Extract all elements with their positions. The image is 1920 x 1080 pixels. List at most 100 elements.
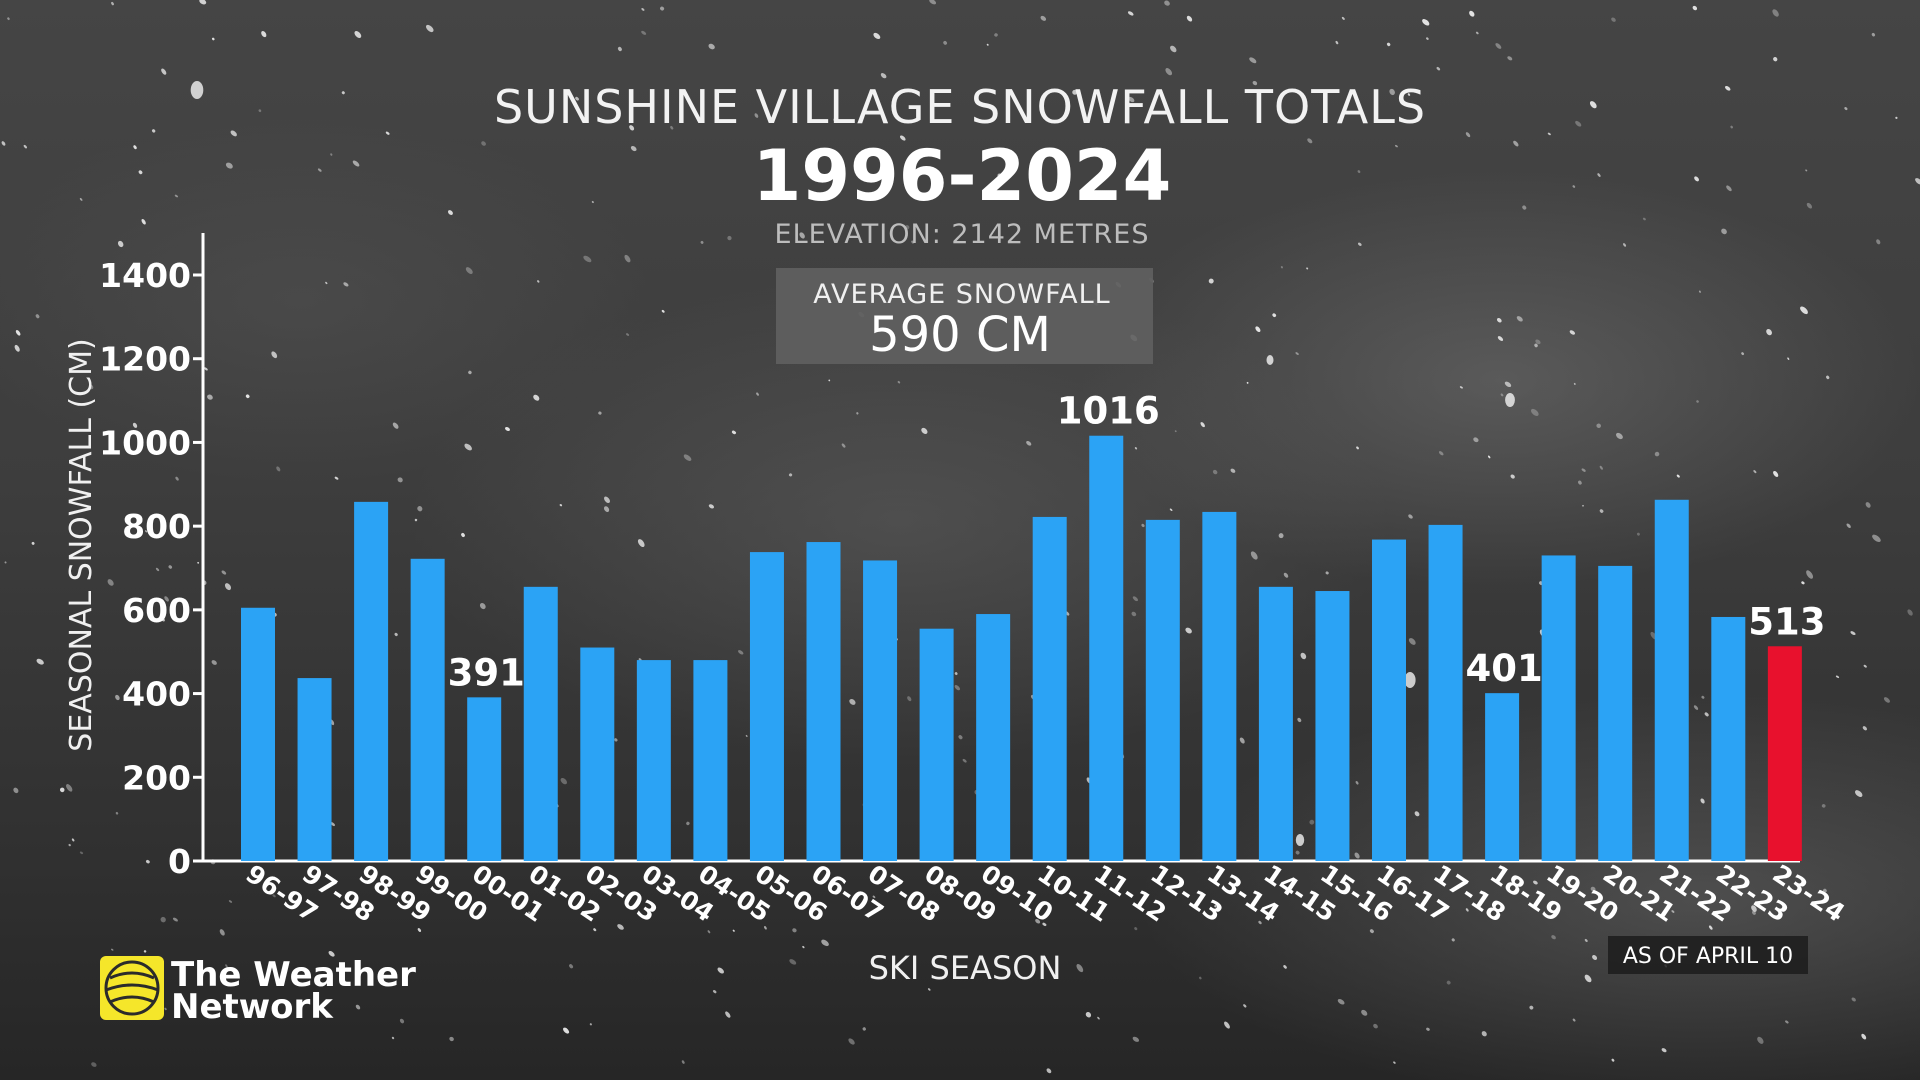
snowflake	[465, 267, 473, 274]
snowflake	[1724, 86, 1731, 91]
snowflake	[1358, 242, 1362, 246]
elevation-note: ELEVATION: 2142 METRES	[775, 219, 1150, 250]
as-of-note-text: AS OF APRIL 10	[1623, 944, 1793, 969]
snowflake	[1426, 1027, 1430, 1031]
snowflake	[732, 929, 735, 932]
snowflake	[1773, 57, 1778, 62]
snowflake	[199, 0, 207, 5]
snowflake	[1692, 5, 1698, 11]
bar-98-99	[354, 501, 389, 861]
bar-12-13	[1145, 519, 1180, 861]
snowflake	[943, 40, 947, 45]
snowflake	[603, 506, 610, 513]
snowflake	[1730, 125, 1733, 129]
snowflake	[550, 885, 556, 892]
snowflake	[1389, 88, 1395, 96]
snowflake	[417, 928, 422, 932]
snowflake	[174, 194, 179, 198]
snowflake	[848, 1038, 855, 1045]
snowflake	[341, 91, 345, 95]
snowflake	[1851, 997, 1856, 1002]
snowflake	[1861, 1033, 1867, 1040]
snowflake	[464, 443, 472, 451]
snowflake	[1785, 1020, 1789, 1024]
snowflake	[897, 380, 901, 384]
snowflake	[1696, 400, 1699, 403]
bar-07-08	[863, 560, 898, 861]
snowflake	[1295, 352, 1299, 355]
snowflake	[1451, 938, 1455, 942]
snowflake	[1623, 243, 1627, 247]
snowflake	[79, 197, 83, 201]
logo-globe-lines	[105, 971, 159, 1004]
average-snowfall-box: AVERAGE SNOWFALL 590 CM	[776, 268, 1153, 364]
snowflake	[1473, 437, 1479, 443]
snowflake	[821, 939, 829, 947]
snowflake	[1572, 1018, 1576, 1022]
snowflake	[1341, 16, 1345, 20]
snowflake	[1306, 267, 1309, 270]
snowflake	[1671, 910, 1675, 913]
snowflake	[13, 787, 19, 794]
snowflake	[1862, 726, 1867, 731]
snowflake	[1165, 68, 1173, 76]
snowflake	[107, 579, 114, 586]
snowflake	[1575, 120, 1582, 127]
snowflake	[1592, 955, 1598, 961]
bar-97-98	[297, 678, 332, 861]
snowflake	[1507, 56, 1513, 61]
snowflake	[1854, 790, 1863, 797]
snowflake	[764, 926, 767, 930]
snowflake	[1212, 469, 1218, 475]
snowflake	[1185, 627, 1192, 634]
snowflake	[391, 1036, 395, 1040]
bar-09-10	[976, 614, 1011, 861]
snowflake	[258, 109, 262, 113]
snowflake	[168, 565, 173, 569]
snowflake	[276, 466, 281, 472]
snowflake	[921, 427, 928, 434]
snowflake	[1131, 611, 1137, 617]
snowflake	[862, 1027, 866, 1031]
snowflake	[589, 1023, 592, 1026]
snowflake	[1505, 393, 1515, 407]
snowflake	[994, 33, 998, 37]
snowflake	[207, 394, 213, 400]
snowflake	[1279, 111, 1283, 117]
snowflake	[225, 162, 233, 169]
snowflake	[79, 851, 84, 855]
snowflake	[71, 838, 75, 842]
snowflake	[1200, 422, 1205, 428]
snowflake	[197, 561, 200, 564]
bar-04-05	[693, 660, 728, 861]
snowflake	[899, 135, 906, 141]
snowflake	[954, 672, 958, 676]
snowflake	[1581, 468, 1586, 472]
snowflake	[1395, 144, 1398, 148]
snowflake	[872, 895, 876, 899]
snowflake	[1741, 352, 1745, 356]
snowflake	[1582, 504, 1584, 507]
snowflake	[1787, 357, 1790, 360]
snowflake	[1637, 532, 1640, 536]
snowflake	[1721, 228, 1727, 235]
snowflake	[591, 200, 594, 204]
snowflake	[708, 504, 714, 509]
snowflake	[1823, 888, 1827, 893]
snowflake	[841, 443, 846, 448]
average-box-background	[776, 268, 1153, 364]
snowflake	[7, 17, 10, 21]
snowflake	[828, 379, 831, 382]
snowflake	[1846, 523, 1851, 528]
snowflake	[575, 96, 579, 101]
snowflake	[1551, 935, 1556, 940]
snowflake	[604, 496, 610, 504]
snowflake	[1757, 1036, 1764, 1044]
snowflake	[225, 964, 228, 968]
snowflake	[1806, 570, 1814, 579]
snowflake	[175, 476, 179, 481]
snowflake	[1404, 672, 1416, 688]
logo-globe-outline	[104, 960, 160, 1016]
snowflake	[537, 280, 540, 283]
snowflake	[272, 894, 276, 898]
